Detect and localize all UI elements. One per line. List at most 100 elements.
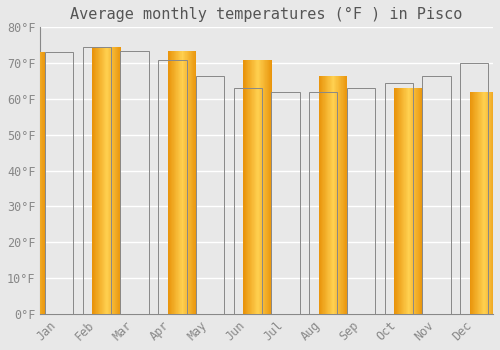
Bar <box>109 47 110 314</box>
Bar <box>402 88 403 314</box>
Bar <box>401 88 402 314</box>
Bar <box>169 51 170 314</box>
Bar <box>397 88 398 314</box>
Bar <box>20 52 21 314</box>
Bar <box>248 60 249 314</box>
Bar <box>420 88 421 314</box>
Bar <box>484 92 485 314</box>
Bar <box>480 92 481 314</box>
Bar <box>404 88 405 314</box>
Bar <box>182 51 183 314</box>
Bar <box>479 92 480 314</box>
Bar <box>103 47 104 314</box>
Title: Average monthly temperatures (°F ) in Pisco: Average monthly temperatures (°F ) in Pi… <box>70 7 463 22</box>
Bar <box>421 88 422 314</box>
Bar <box>258 60 259 314</box>
Bar <box>101 47 102 314</box>
Bar <box>98 47 100 314</box>
Bar <box>28 52 29 314</box>
Bar <box>268 60 269 314</box>
Bar <box>257 60 258 314</box>
Bar <box>407 88 408 314</box>
Bar <box>265 60 266 314</box>
Bar <box>269 60 270 314</box>
Bar <box>244 60 245 314</box>
Bar <box>191 51 192 314</box>
Bar <box>486 92 488 314</box>
Bar <box>384 83 413 314</box>
Bar <box>31 52 32 314</box>
Bar <box>482 92 483 314</box>
Bar <box>183 51 184 314</box>
Bar <box>262 60 263 314</box>
Bar <box>104 47 105 314</box>
Bar <box>30 52 31 314</box>
Bar <box>481 92 482 314</box>
Bar <box>247 60 248 314</box>
Bar <box>195 51 196 314</box>
Bar <box>261 60 262 314</box>
Bar <box>422 76 450 314</box>
Bar <box>119 47 120 314</box>
Bar <box>337 76 338 314</box>
Bar <box>399 88 400 314</box>
Bar <box>26 52 27 314</box>
Bar <box>334 76 336 314</box>
Bar <box>400 88 401 314</box>
Bar <box>263 60 264 314</box>
Bar <box>472 92 473 314</box>
Bar <box>266 60 267 314</box>
Bar <box>333 76 334 314</box>
Bar <box>342 76 343 314</box>
Bar <box>92 47 93 314</box>
Bar <box>24 52 25 314</box>
Bar <box>41 52 42 314</box>
Bar <box>39 52 40 314</box>
Bar <box>494 92 495 314</box>
Bar <box>323 76 324 314</box>
Bar <box>413 88 414 314</box>
Bar <box>260 60 261 314</box>
Bar <box>38 52 39 314</box>
Bar <box>394 88 395 314</box>
Bar <box>410 88 412 314</box>
Bar <box>23 52 24 314</box>
Bar <box>173 51 174 314</box>
Bar <box>324 76 325 314</box>
Bar <box>403 88 404 314</box>
Bar <box>118 47 119 314</box>
Bar <box>196 76 224 314</box>
Bar <box>345 76 346 314</box>
Bar <box>106 47 107 314</box>
Bar <box>32 52 33 314</box>
Bar <box>414 88 415 314</box>
Bar <box>325 76 326 314</box>
Bar <box>254 60 256 314</box>
Bar <box>329 76 330 314</box>
Bar <box>418 88 419 314</box>
Bar <box>330 76 332 314</box>
Bar <box>168 51 169 314</box>
Bar <box>259 60 260 314</box>
Bar <box>419 88 420 314</box>
Bar <box>405 88 406 314</box>
Bar <box>271 60 272 314</box>
Bar <box>180 51 181 314</box>
Bar <box>176 51 177 314</box>
Bar <box>406 88 407 314</box>
Bar <box>332 76 333 314</box>
Bar <box>170 51 171 314</box>
Bar <box>347 88 375 314</box>
Bar <box>234 88 262 314</box>
Bar <box>412 88 413 314</box>
Bar <box>396 88 397 314</box>
Bar <box>408 88 409 314</box>
Bar <box>100 47 101 314</box>
Bar <box>120 51 149 314</box>
Bar <box>194 51 195 314</box>
Bar <box>177 51 178 314</box>
Bar <box>320 76 321 314</box>
Bar <box>185 51 186 314</box>
Bar <box>476 92 477 314</box>
Bar <box>193 51 194 314</box>
